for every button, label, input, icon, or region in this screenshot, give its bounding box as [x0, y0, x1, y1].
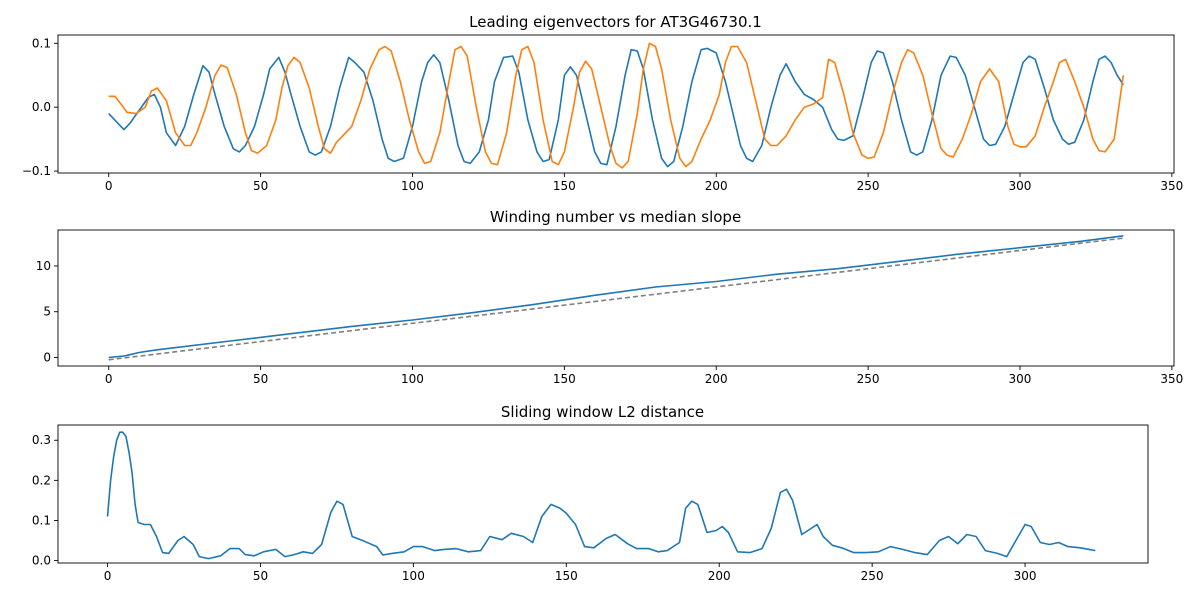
winding-number-x-tick-label: 150 [553, 372, 576, 386]
winding-number-y-tick-label: 10 [36, 259, 51, 273]
eigenvectors-series-1 [108, 42, 1125, 169]
eigenvectors-x-tick-label: 300 [1009, 179, 1032, 193]
l2-distance-x-tick-label: 50 [253, 569, 268, 583]
l2-distance-plot-area: 0 50 100 150 200 250 300 0.0 0.1 0.2 0.3 [32, 424, 1149, 583]
eigenvectors-y-tick-label: −0.1 [22, 164, 51, 178]
winding-number-y-tick-label: 0 [43, 350, 51, 364]
eigenvectors-chart: Leading eigenvectors for AT3G46730.1 0 50… [22, 13, 1183, 193]
l2-distance-axes-frame [57, 424, 1149, 564]
l2-distance-x-tick-label: 0 [104, 569, 112, 583]
eigenvectors-chart-title: Leading eigenvectors for AT3G46730.1 [469, 13, 762, 31]
eigenvectors-x-tick-label: 100 [401, 179, 424, 193]
l2-distance-series-0 [106, 431, 1096, 560]
l2-distance-x-tick-label: 200 [708, 569, 731, 583]
eigenvectors-x-tick-label: 50 [253, 179, 268, 193]
winding-number-x-tick-label: 0 [105, 372, 113, 386]
l2-distance-x-tick-label: 250 [861, 569, 884, 583]
winding-number-series-1 [108, 237, 1124, 361]
l2-distance-x-tick-label: 150 [555, 569, 578, 583]
l2-distance-y-tick-label: 0.3 [32, 433, 51, 447]
l2-distance-x-tick-label: 300 [1014, 569, 1037, 583]
eigenvectors-y-tick-label: 0.1 [32, 36, 51, 50]
winding-number-y-tick-label: 5 [43, 305, 51, 319]
winding-number-x-tick-label: 350 [1160, 372, 1183, 386]
eigenvectors-y-tick-label: 0.0 [32, 100, 51, 114]
winding-number-chart-title: Winding number vs median slope [490, 208, 741, 226]
l2-distance-chart-title: Sliding window L2 distance [501, 403, 704, 421]
winding-number-chart: Winding number vs median slope 0 50 100 150… [36, 208, 1184, 386]
winding-number-x-tick-label: 300 [1009, 372, 1032, 386]
eigenvectors-series-0 [108, 47, 1124, 168]
eigenvectors-x-tick-label: 350 [1160, 179, 1183, 193]
winding-number-x-tick-label: 100 [401, 372, 424, 386]
winding-number-axes-frame [57, 229, 1175, 367]
eigenvectors-plot-area: 0 50 100 150 200 250 300 350 −0.1 0.0 0.1 [22, 34, 1183, 193]
eigenvectors-axes-frame [57, 34, 1175, 174]
l2-distance-x-tick-label: 100 [402, 569, 425, 583]
eigenvectors-x-tick-label: 0 [105, 179, 113, 193]
winding-number-x-tick-label: 200 [705, 372, 728, 386]
eigenvectors-x-tick-label: 250 [857, 179, 880, 193]
l2-distance-y-tick-label: 0.2 [32, 473, 51, 487]
l2-distance-y-tick-label: 0.0 [32, 554, 51, 568]
eigenvectors-x-tick-label: 150 [553, 179, 576, 193]
l2-distance-chart: Sliding window L2 distance 0 50 100 150 200 2… [32, 403, 1149, 583]
winding-number-plot-area: 0 50 100 150 200 250 300 350 0 5 10 [36, 229, 1183, 386]
l2-distance-y-tick-label: 0.1 [32, 513, 51, 527]
eigenvectors-x-tick-label: 200 [705, 179, 728, 193]
winding-number-series-0 [108, 235, 1124, 359]
winding-number-x-tick-label: 50 [253, 372, 268, 386]
winding-number-x-tick-label: 250 [857, 372, 880, 386]
